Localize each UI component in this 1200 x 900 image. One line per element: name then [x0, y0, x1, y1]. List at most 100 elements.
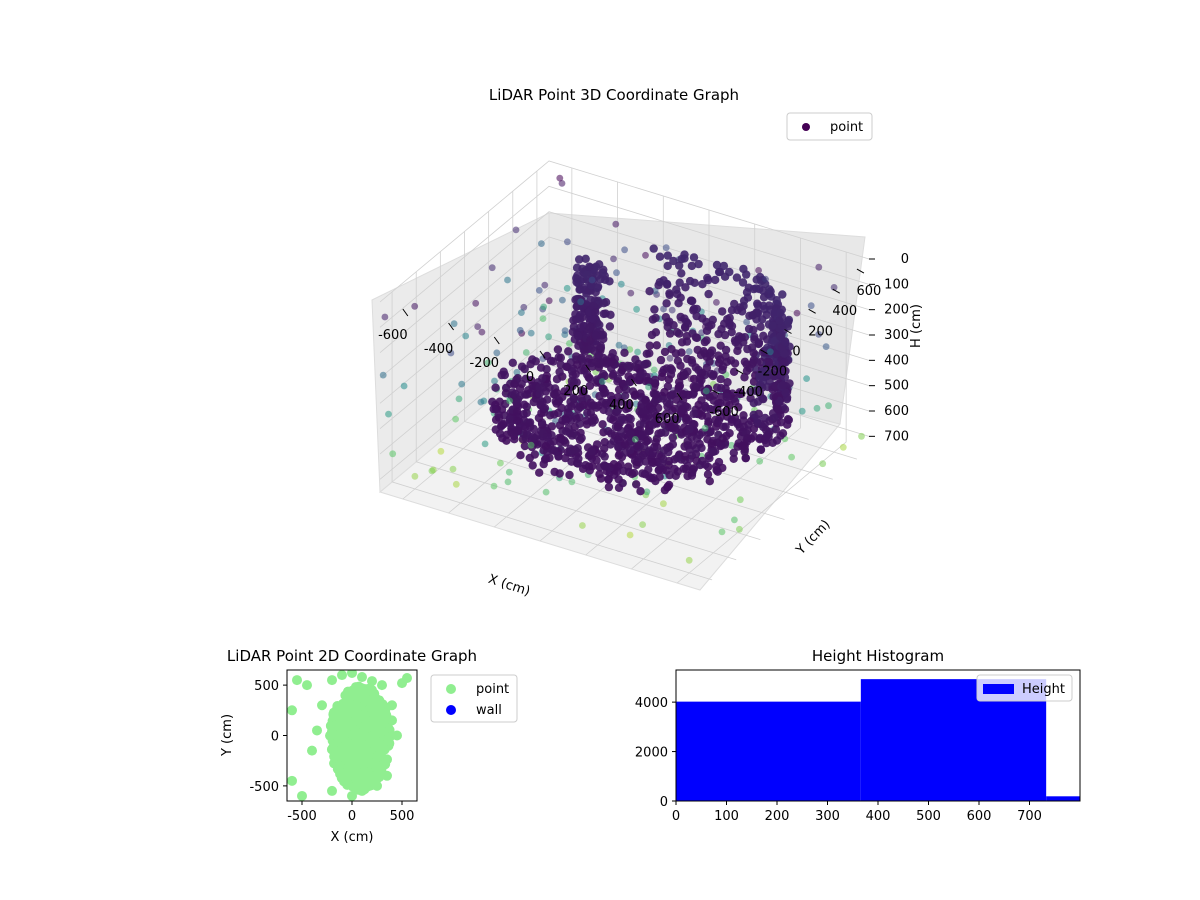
point-3d [742, 366, 752, 376]
z-tick-label-3d: 0 [901, 252, 909, 267]
point-3d [747, 343, 757, 352]
point-3d [627, 469, 637, 479]
point-3d [542, 433, 551, 442]
point-3d [781, 388, 790, 397]
point-3d [697, 411, 707, 420]
point-3d [726, 356, 736, 365]
point-3d [574, 454, 583, 463]
y-tick-label-2d: 500 [254, 679, 279, 694]
point-3d [727, 417, 736, 427]
point-3d [489, 404, 498, 414]
point-3d [638, 431, 647, 440]
point-3d [579, 387, 588, 396]
point-3d [705, 357, 714, 366]
point-2d [287, 775, 297, 786]
point-3d [634, 348, 641, 356]
x-tick-3d [493, 336, 500, 345]
point-3d [619, 466, 628, 476]
point-3d [729, 454, 738, 463]
point-3d [771, 371, 781, 380]
point-3d [602, 358, 612, 367]
point-3d [642, 437, 651, 446]
point-3d [613, 435, 622, 445]
point-3d [690, 278, 699, 287]
point-2d [332, 710, 342, 721]
point-3d [781, 337, 790, 347]
point-3d [659, 446, 669, 455]
point-3d [625, 377, 634, 386]
point-3d [731, 338, 740, 347]
y-tick-3d [808, 308, 816, 314]
grid-line-y [391, 291, 713, 581]
point-3d [665, 470, 674, 480]
legend-2d-marker-point [446, 684, 456, 694]
histogram-bar [1046, 796, 1080, 801]
grid-line-z [379, 160, 870, 303]
point-3d [631, 436, 639, 443]
point-3d [575, 315, 585, 324]
point-3d [765, 285, 774, 294]
point-3d [698, 280, 707, 289]
point-3d [671, 349, 681, 358]
point-3d [550, 410, 559, 419]
grid-3d [379, 160, 870, 584]
point-3d [717, 440, 726, 450]
point-3d [696, 460, 705, 470]
point-3d [542, 365, 551, 374]
point-3d [711, 275, 720, 285]
point-3d [604, 482, 614, 492]
point-3d [645, 341, 654, 350]
point-3d [709, 447, 718, 456]
y-tick-label-3d: -600 [709, 405, 739, 420]
point-3d [773, 404, 782, 414]
points-3d [379, 174, 865, 564]
point-3d [561, 453, 570, 463]
point-2d [337, 670, 347, 681]
point-3d [586, 398, 595, 407]
point-2d [297, 790, 307, 801]
point-3d [819, 460, 827, 468]
point-2d [345, 707, 356, 718]
x-tick-label-3d: -400 [424, 342, 454, 357]
point-3d [732, 273, 742, 282]
point-3d [593, 283, 602, 293]
point-2d [352, 730, 362, 741]
point-3d [512, 407, 522, 416]
x-tick-label-3d: -200 [470, 356, 500, 371]
point-3d [685, 425, 694, 434]
point-3d [491, 377, 498, 385]
point-3d [660, 347, 670, 357]
point-3d [651, 328, 661, 337]
grid-line-x [631, 238, 801, 570]
point-3d [449, 465, 457, 473]
point-3d [600, 461, 610, 471]
point-3d [746, 387, 755, 396]
point-3d [712, 260, 722, 270]
point-3d [555, 367, 564, 377]
legend-2d-marker-wall [446, 705, 456, 715]
point-3d [549, 357, 558, 366]
point-3d [830, 284, 838, 291]
point-3d [495, 429, 505, 438]
point-3d [563, 284, 571, 292]
point-3d [731, 516, 738, 524]
point-3d [545, 383, 554, 392]
point-3d [815, 263, 823, 271]
point-3d [447, 349, 455, 357]
point-3d [519, 429, 528, 438]
point-3d [612, 467, 622, 476]
point-3d [588, 276, 596, 284]
point-3d [494, 410, 503, 419]
point-3d [516, 451, 525, 460]
point-3d [735, 388, 744, 397]
point-3d [591, 331, 601, 340]
point-2d [327, 675, 337, 686]
x-tick-3d [676, 392, 683, 401]
point-3d [400, 382, 408, 390]
point-3d [542, 351, 552, 361]
point-3d [599, 369, 608, 379]
point-3d [645, 383, 652, 391]
point-3d [739, 422, 748, 431]
point-3d [639, 521, 646, 528]
